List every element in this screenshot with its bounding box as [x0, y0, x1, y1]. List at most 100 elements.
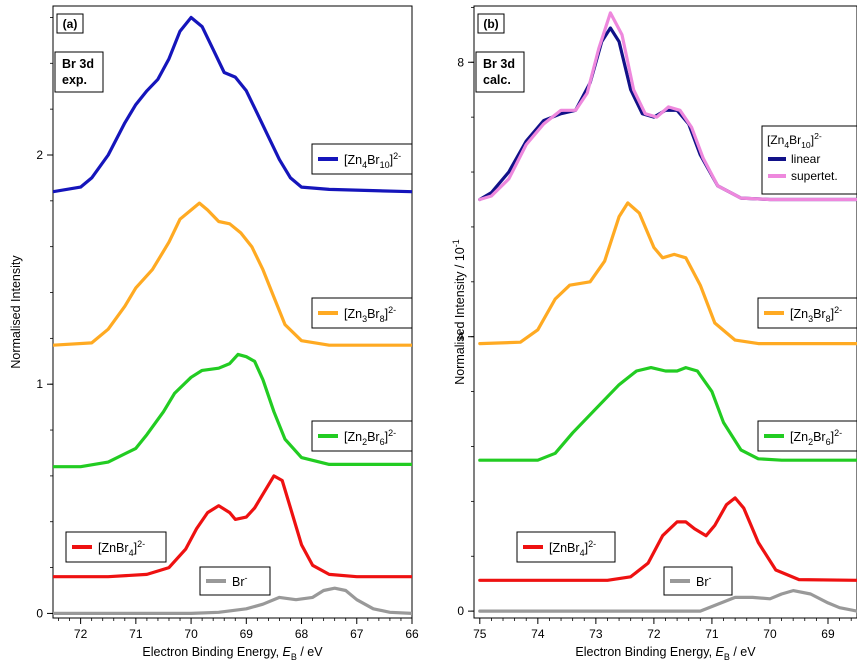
panel-label: (a): [63, 17, 78, 31]
legend-Zn2Br62: [Zn2Br6]2-: [311, 420, 413, 452]
legend-label-run: [Zn: [790, 307, 808, 321]
x-axis-label: Electron Binding Energy, EB / eV: [575, 645, 756, 662]
series-line-Zn2Br62: [478, 366, 857, 462]
spectrum-box-line: Br 3d: [483, 57, 515, 71]
legend-label-run: 6: [826, 437, 831, 447]
legend-label-run: 2-: [834, 428, 842, 438]
y-tick-label: 4: [457, 330, 464, 344]
legend-label-run: Br: [232, 575, 245, 589]
legend-Zn4Br10: [Zn4Br10]2- linear supertet.: [761, 125, 857, 195]
legend-label-run: 2-: [393, 151, 401, 161]
legend-label-run: 4: [580, 548, 585, 558]
x-axis-label-run: B: [291, 652, 297, 662]
series-line-Br: [478, 588, 857, 613]
x-axis-label-run: B: [724, 652, 730, 662]
x-tick-label: 69: [821, 627, 835, 641]
legend-label-run: 2-: [834, 305, 842, 315]
x-tick-label: 68: [295, 627, 309, 641]
series-line-Zn3Br82: [53, 201, 412, 347]
legend-label-run: [Zn: [790, 430, 808, 444]
legend-label-run: 10: [380, 160, 390, 170]
legend-label-run: [ZnBr: [98, 541, 129, 555]
panel-label-box: [477, 13, 505, 34]
legend-label-run: [ZnBr: [549, 541, 580, 555]
legend-label: [Zn2Br6]2-: [790, 428, 842, 447]
spectrum-box-line: Br 3d: [62, 57, 94, 71]
x-tick-label: 74: [531, 627, 545, 641]
legend-label-run: Br: [813, 430, 826, 444]
spectrum-box-line: exp.: [62, 73, 87, 87]
legend-label-run: -: [245, 573, 248, 583]
legend-label-run: 8: [380, 314, 385, 324]
legend-label-run: ]: [831, 430, 834, 444]
legend-label: supertet.: [791, 169, 838, 183]
legend-label-run: Br: [813, 307, 826, 321]
x-tick-label: 70: [763, 627, 777, 641]
legend-label: [Zn2Br6]2-: [344, 428, 396, 447]
legend-ZnBr42: [ZnBr4]2-: [65, 531, 167, 563]
legend-title-run: 10: [801, 140, 811, 150]
legend-label-run: ]: [831, 307, 834, 321]
x-tick-label: 72: [647, 627, 661, 641]
legend-label-run: supertet.: [791, 169, 838, 183]
legend-label-run: ]: [134, 541, 137, 555]
legend-label: Br-: [696, 573, 712, 589]
legend-title-run: 4: [784, 140, 789, 150]
legend-label-run: 2: [362, 437, 367, 447]
legend-Br: Br-: [199, 566, 271, 596]
legend-label-run: Br: [696, 575, 709, 589]
spectrum-box: [54, 51, 104, 93]
legend-title-run: ]: [811, 133, 814, 147]
x-axis-label: Electron Binding Energy, EB / eV: [142, 645, 323, 662]
legend-label-run: 4: [129, 548, 134, 558]
y-axis-label-sup: -1: [451, 239, 461, 247]
y-axis-label: Normalised Intensity / 10-1: [451, 239, 467, 385]
series-line-Zn4Br102: [53, 15, 412, 194]
x-tick-label: 72: [74, 627, 88, 641]
legend-label-run: 2-: [388, 305, 396, 315]
legend-label-run: Br: [367, 307, 380, 321]
x-tick-label: 69: [240, 627, 254, 641]
legend-label-run: ]: [385, 307, 388, 321]
legend-label-run: 2-: [388, 428, 396, 438]
legend-title-run: Br: [789, 133, 801, 147]
legend-label: [ZnBr4]2-: [98, 539, 145, 558]
y-tick-label: 1: [36, 377, 43, 391]
x-axis-label-run: E: [283, 645, 292, 659]
legend-label: [Zn3Br8]2-: [344, 305, 396, 324]
y-tick-label: 0: [36, 606, 43, 620]
legend-label-run: 8: [826, 314, 831, 324]
legend-label: linear: [791, 152, 820, 166]
series-line-supertet: [478, 11, 857, 202]
legend-label: [Zn4Br10]2-: [344, 151, 401, 170]
legend-label-run: linear: [791, 152, 820, 166]
legend-label-run: ]: [585, 541, 588, 555]
legend-label-run: -: [709, 573, 712, 583]
x-tick-label: 70: [184, 627, 198, 641]
legend-Br: Br-: [663, 566, 733, 596]
legend-label: [Zn3Br8]2-: [790, 305, 842, 324]
x-tick-label: 67: [350, 627, 364, 641]
legend-label-run: 2-: [588, 539, 596, 549]
series-line-ZnBr42: [478, 496, 857, 582]
x-tick-label: 71: [705, 627, 719, 641]
legend-label-run: Br: [367, 153, 380, 167]
legend-label-run: 2-: [137, 539, 145, 549]
y-tick-label: 0: [457, 604, 464, 618]
spectrum-box: [475, 51, 525, 93]
x-axis-label-run: Electron Binding Energy,: [575, 645, 715, 659]
legend-box: [516, 531, 616, 563]
legend-ZnBr42: [ZnBr4]2-: [516, 531, 616, 563]
legend-label-run: 4: [362, 160, 367, 170]
x-axis-label-run: / eV: [730, 645, 756, 659]
y-axis-label: Normalised Intensity: [9, 255, 23, 369]
x-axis-label-run: E: [716, 645, 725, 659]
legend-label-run: [Zn: [344, 153, 362, 167]
legend-label-run: [Zn: [344, 430, 362, 444]
series-line-Zn3Br82: [478, 201, 857, 346]
legend-label-run: 3: [808, 314, 813, 324]
panel-b: 75 74 73 72 71 70 69 0 4 8 Electron Binding Energy…: [451, 5, 857, 662]
x-axis-label-run: / eV: [297, 645, 323, 659]
x-tick-label: 66: [405, 627, 419, 641]
